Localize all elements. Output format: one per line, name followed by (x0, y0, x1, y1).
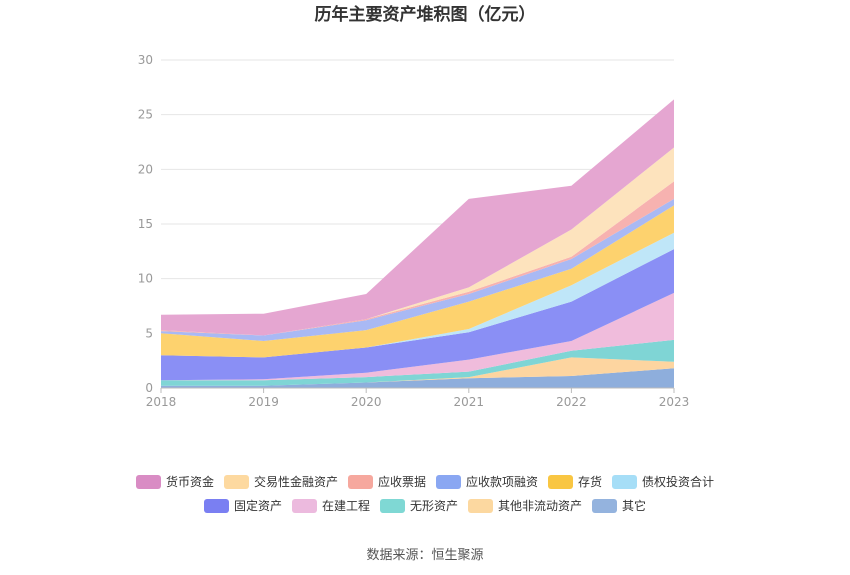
data-source: 数据来源：恒生聚源 (366, 548, 483, 563)
legend-label: 其它 (622, 498, 646, 513)
area-series (161, 99, 674, 388)
x-tick-label: 2022 (556, 395, 587, 409)
legend-swatch (136, 475, 161, 489)
legend-swatch (292, 499, 317, 513)
area-应收款项融资 (161, 198, 674, 341)
area-无形资产 (161, 339, 674, 386)
area-固定资产 (161, 249, 674, 381)
legend-label: 应收款项融资 (466, 474, 538, 489)
x-tick-label: 2023 (659, 395, 690, 409)
y-tick-label: 20 (138, 162, 153, 176)
legend-label: 固定资产 (234, 498, 282, 513)
legend-label: 交易性金融资产 (254, 474, 338, 489)
legend-label: 债权投资合计 (642, 474, 714, 489)
legend-swatch (436, 475, 461, 489)
legend-label: 无形资产 (410, 499, 458, 513)
area-交易性金融资产 (161, 147, 674, 336)
legend-swatch (612, 475, 637, 489)
area-应收票据 (161, 181, 674, 336)
x-tick-label: 2018 (146, 395, 177, 409)
legend-swatch (468, 499, 493, 513)
area-其他非流动资产 (161, 357, 674, 386)
y-tick-label: 15 (138, 217, 153, 231)
legend-label: 其他非流动资产 (498, 499, 582, 513)
legend-label: 存货 (578, 474, 602, 489)
area-存货 (161, 205, 674, 358)
legend-label: 货币资金 (166, 474, 214, 489)
x-tick-label: 2020 (351, 395, 382, 409)
legend-swatch (592, 499, 617, 513)
axes: 0 5 10 15 20 25 30 2018 2019 2020 2021 2022 2023 (138, 53, 690, 409)
legend-swatch (204, 499, 229, 513)
y-tick-label: 5 (145, 326, 153, 340)
area-货币资金 (161, 99, 674, 336)
legend-swatch (548, 475, 573, 489)
y-tick-label: 30 (138, 53, 153, 67)
y-tick-label: 0 (145, 381, 153, 395)
chart-title: 历年主要资产堆积图（亿元） (315, 4, 536, 25)
legend-swatch (348, 475, 373, 489)
area-债权投资合计 (161, 232, 674, 358)
legend-swatch (380, 499, 405, 513)
legend-label: 应收票据 (378, 474, 426, 489)
area-其它 (161, 368, 674, 388)
legend-swatch (224, 475, 249, 489)
x-tick-label: 2021 (454, 395, 485, 409)
y-tick-label: 10 (138, 272, 153, 286)
legend-label: 在建工程 (322, 498, 370, 513)
y-tick-label: 25 (138, 108, 153, 122)
x-tick-label: 2019 (248, 395, 279, 409)
